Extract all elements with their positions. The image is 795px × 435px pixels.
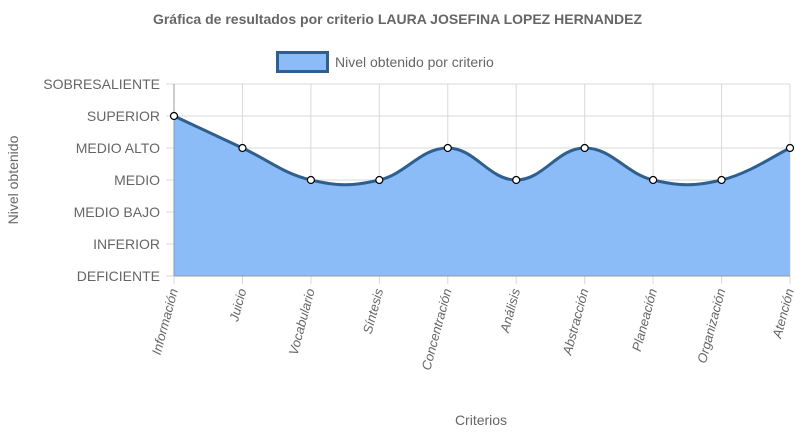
y-tick-label: SOBRESALIENTE [43,76,160,92]
data-point[interactable] [512,175,521,185]
data-point[interactable] [375,175,384,185]
y-tick-label: MEDIO [114,172,160,188]
series-area [173,84,791,277]
data-point[interactable] [580,143,589,153]
data-points [169,111,795,185]
data-point[interactable] [443,143,452,153]
y-tick-label: SUPERIOR [87,108,160,124]
legend-label: Nivel obtenido por criterio [335,54,494,70]
x-axis-label: Criterios [455,412,507,428]
data-point[interactable] [649,175,658,185]
y-axis-label: Nivel obtenido [5,135,21,224]
y-tick-labels: DEFICIENTE INFERIOR MEDIO BAJO MEDIO MEDIO A… [43,76,160,284]
x-tick-label: Concentración [418,287,454,372]
x-tick-label: Organización [694,287,728,365]
x-tick-label: Información [149,287,181,356]
data-point[interactable] [238,143,247,153]
x-tick-label: Vocabulario [286,287,318,357]
data-point[interactable] [306,175,315,185]
x-tick-label: Abstracción [559,287,591,357]
legend-swatch [276,51,329,73]
y-tick-label: MEDIO ALTO [76,140,160,156]
x-tick-label: Juicio [226,287,249,324]
y-tick-label: INFERIOR [93,236,160,252]
series-fill [174,116,790,276]
y-tick-label: DEFICIENTE [77,268,160,284]
x-tick-label: Análisis [497,286,523,335]
x-tick-label: Síntesis [360,286,387,335]
chart-title: Gráfica de resultados por criterio LAURA… [152,11,643,27]
data-point[interactable] [717,175,726,185]
x-tick-labels: Información Juicio Vocabulario Síntesis Conc… [149,286,795,371]
x-tick-label: Atención [769,287,795,341]
data-point[interactable] [785,143,795,153]
y-tick-label: MEDIO BAJO [74,204,160,220]
legend[interactable]: Nivel obtenido por criterio [276,51,494,73]
series-line [173,114,791,187]
x-tick-label: Planeación [629,287,660,353]
data-point[interactable] [169,111,179,121]
